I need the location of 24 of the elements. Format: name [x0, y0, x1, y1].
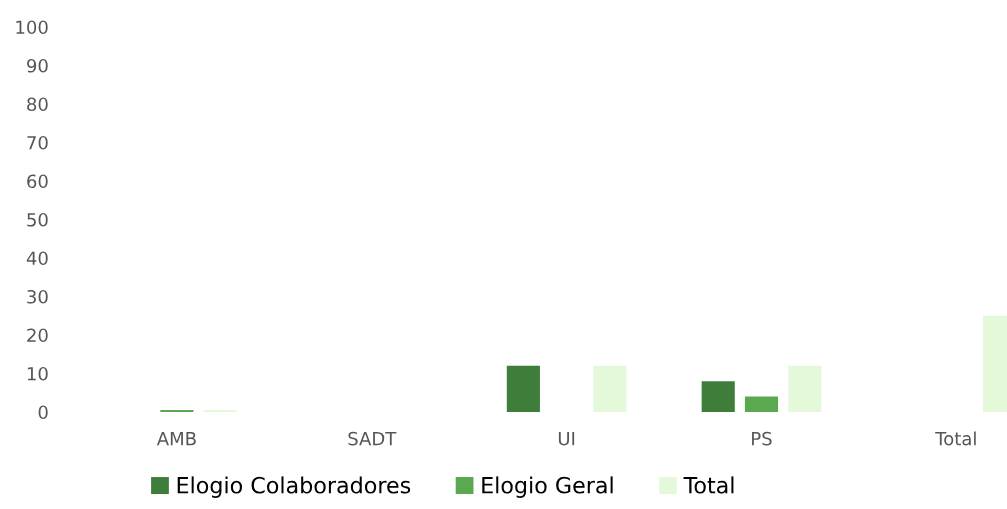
bar — [701, 381, 735, 412]
legend-label: Elogio Colaboradores — [177, 476, 411, 498]
y-tick-label: 60 — [27, 174, 48, 189]
y-tick-label: 20 — [27, 328, 48, 343]
x-tick-label: AMB — [156, 432, 196, 446]
y-tick-label: 30 — [27, 289, 48, 304]
bar — [506, 365, 540, 412]
y-tick-label: 10 — [27, 366, 48, 381]
x-tick-label: UI — [558, 432, 575, 446]
y-tick-label: 70 — [27, 135, 48, 150]
bar — [744, 396, 779, 412]
legend-label: Elogio Geral — [482, 476, 613, 498]
y-tick-label: 0 — [38, 405, 48, 420]
x-tick-label: PS — [752, 431, 772, 446]
y-tick-label: 90 — [27, 58, 48, 73]
bar — [593, 365, 627, 412]
x-tick-label: SADT — [348, 431, 397, 446]
x-tick-label: Total — [935, 431, 976, 446]
y-tick-label: 40 — [26, 251, 48, 266]
y-tick-label: 50 — [27, 212, 48, 227]
y-tick-label: 100 — [16, 20, 48, 35]
bar — [788, 365, 822, 412]
y-tick-label: 80 — [27, 97, 48, 112]
legend-label: Total — [683, 476, 734, 494]
